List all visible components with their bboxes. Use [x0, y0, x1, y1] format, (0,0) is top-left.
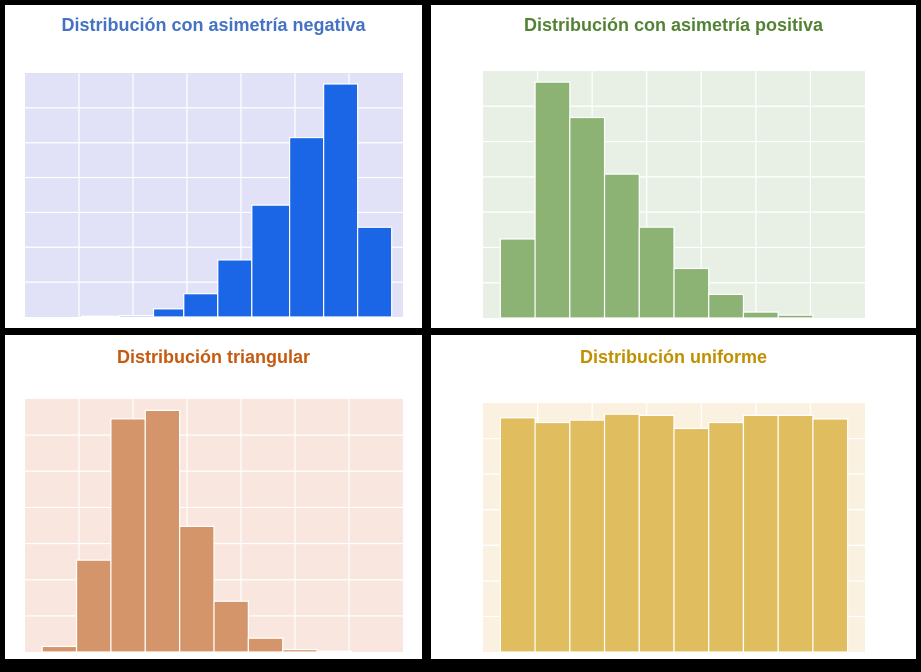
chart-title: Distribución con asimetría positiva [523, 15, 824, 35]
histogram-bar [742, 311, 779, 319]
histogram-uniform [483, 403, 865, 653]
chart-panel-positive-skew: Distribución con asimetría positiva [431, 5, 916, 328]
histogram-bar [289, 136, 325, 318]
histogram-bar [777, 314, 814, 319]
histogram-bar [282, 648, 318, 653]
histogram-bar [534, 81, 571, 319]
histogram-bar [179, 525, 215, 653]
histogram-bar [81, 315, 121, 318]
histogram-bar [499, 417, 536, 653]
histogram-bar [673, 267, 710, 319]
histogram-bar [316, 650, 353, 653]
histogram-bar [534, 421, 571, 653]
histogram-bar [569, 116, 606, 319]
chart-panel-triangular: Distribución triangular [5, 335, 422, 659]
histogram-negative-skew [25, 73, 403, 318]
histogram-bar [812, 418, 849, 653]
histogram-bar [152, 308, 185, 318]
histogram-bar [569, 419, 606, 653]
histogram-bar [251, 204, 291, 318]
histogram-bar [499, 238, 536, 319]
histogram-bar [247, 637, 284, 653]
histogram-bar [777, 414, 814, 653]
histogram-bar [638, 414, 675, 653]
histogram-bar [742, 414, 779, 653]
histogram-bar [708, 293, 745, 319]
histogram-bar [118, 315, 155, 318]
histogram-bar [638, 226, 675, 319]
chart-title: Distribución uniforme [579, 347, 767, 367]
histogram-bar [603, 173, 640, 319]
histogram-bar [357, 226, 393, 318]
histogram-bar [217, 259, 253, 318]
histogram-bar [75, 559, 112, 653]
histogram-bar [708, 421, 745, 653]
chart-panel-uniform: Distribución uniforme [431, 335, 916, 659]
histogram-bar [213, 600, 249, 653]
histogram-bar [323, 83, 359, 318]
histogram-bar [603, 413, 640, 653]
histogram-triangular [25, 399, 403, 653]
histogram-bar [183, 293, 219, 318]
chart-title: Distribución triangular [116, 347, 311, 367]
chart-title: Distribución con asimetría negativa [61, 15, 366, 35]
histogram-bar [673, 427, 710, 653]
histogram-bar [41, 645, 78, 653]
histogram-bar [110, 418, 146, 653]
histogram-positive-skew [483, 71, 865, 319]
chart-panel-negative-skew: Distribución con asimetría negativa [5, 5, 422, 328]
histogram-bar [144, 409, 181, 653]
